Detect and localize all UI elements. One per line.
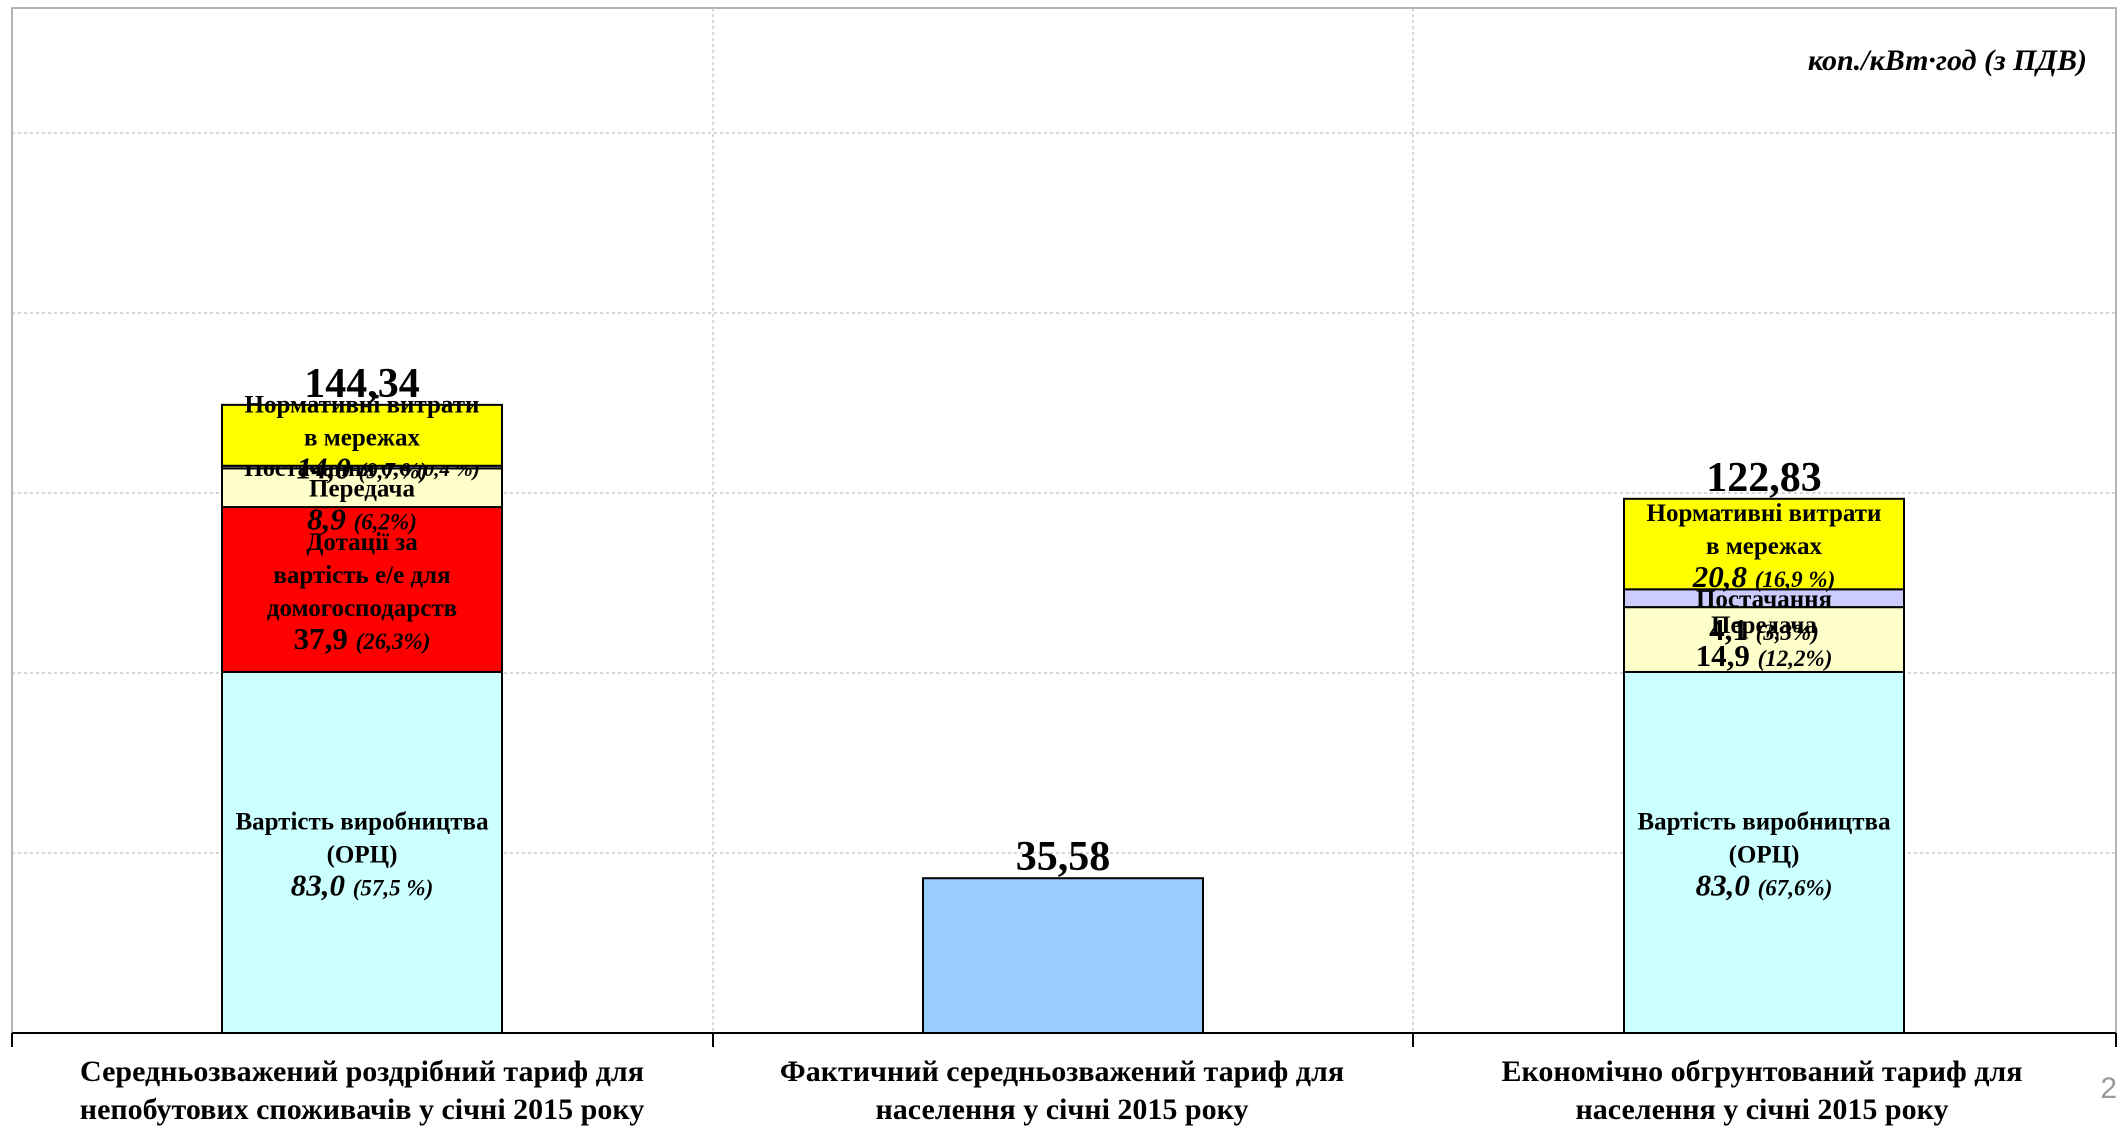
bar-2: 35,58 <box>922 834 1204 1034</box>
segment-label: домогосподарств <box>267 595 457 622</box>
bar-3: Вартість виробництва (ОРЦ)83,0 (67,6%) Пер… <box>1623 455 1905 1034</box>
segment-percent: (67,6%) <box>1758 875 1833 900</box>
segment-value-number: 20,8 <box>1692 559 1755 594</box>
bar-segment <box>221 403 503 467</box>
category-label-2-line-1: Фактичний середньозважений тариф для <box>779 1055 1345 1088</box>
segment-label: (ОРЦ) <box>1729 841 1800 868</box>
bar-segment <box>1623 606 1905 673</box>
category-dividers <box>11 8 2117 1047</box>
page-number: 2 <box>2100 1072 2117 1105</box>
bar-total-label: 35,58 <box>1016 834 1111 880</box>
segment-label: в мережах <box>1706 533 1823 560</box>
segment-value: 83,0 (57,5 %) <box>291 867 433 902</box>
segment-label: Вартість виробництва <box>235 808 489 835</box>
segment-label: (ОРЦ) <box>327 841 398 868</box>
segment-percent: (6,2%) <box>354 510 417 535</box>
bar-segment <box>1623 497 1905 591</box>
segment-value: 4,1 (3,3%) <box>1709 612 1819 647</box>
bar-1: Вартість виробництва (ОРЦ)83,0 (57,5 %) До… <box>221 361 503 1034</box>
segment-value: 83,0 (67,6%) <box>1696 867 1833 902</box>
category-label-2: Фактичний середньозважений тариф для нас… <box>742 1053 1382 1129</box>
segment-label: вартість е/е для <box>273 562 450 589</box>
segment-percent: (3,3%) <box>1756 620 1819 645</box>
category-label-2-line-2: населення у січні 2015 року <box>875 1093 1249 1126</box>
segment-value-number: 14,9 <box>1696 638 1758 673</box>
segment-value: 14,9 (12,2%) <box>1696 638 1833 673</box>
segment-percent: (16,9 %) <box>1755 567 1835 592</box>
segment-percent: (57,5 %) <box>353 875 433 900</box>
segment-value: 14,0 (9,7 %) <box>297 450 428 485</box>
segment-value-number: 8,9 <box>307 502 354 537</box>
bar-segment <box>221 467 503 509</box>
segment-value-number: 83,0 <box>1696 867 1758 902</box>
bar-segment <box>922 877 1204 1034</box>
segment-value-number: 14,0 <box>297 450 359 485</box>
segment-label: Передача <box>309 476 415 503</box>
category-label-1: Середньозважений роздрібний тариф для не… <box>42 1053 682 1129</box>
bar-total-label: 122,83 <box>1706 455 1822 501</box>
segment-label: Дотації за <box>306 529 418 556</box>
bar-segment <box>221 506 503 673</box>
segment-label: Нормативні витрати <box>245 391 480 418</box>
bar-total-label: 144,34 <box>304 361 420 407</box>
segment-percent: (26,3%) <box>356 629 431 654</box>
unit-label: коп./кВт·год (з ПДВ) <box>1807 44 2087 77</box>
segment-label: Постачання <box>1696 586 1832 613</box>
segment-value: 37,9 (26,3%) <box>294 621 431 656</box>
bar-segment <box>221 670 503 1034</box>
segment-label: Нормативні витрати <box>1647 500 1882 527</box>
segment-value-number: 83,0 <box>291 867 353 902</box>
segment-label: Передача <box>1711 612 1817 639</box>
segment-label: в мережах <box>304 424 421 451</box>
bars: Вартість виробництва(ОРЦ)83,0 (57,5 %)До… <box>221 361 1905 1034</box>
category-label-1-line-1: Середньозважений роздрібний тариф для <box>80 1055 644 1088</box>
segment-value: 20,8 (16,9 %) <box>1692 559 1835 594</box>
segment-percent: (9,7 %) <box>359 458 428 483</box>
segment-value-number: 37,9 <box>294 621 356 656</box>
segment-value: 8,9 (6,2%) <box>307 502 417 537</box>
segment-percent: (12,2%) <box>1758 646 1833 671</box>
segment-value-number: 4,1 <box>1709 612 1756 647</box>
category-label-3: Економічно обгрунтований тариф для насел… <box>1442 1053 2082 1129</box>
category-label-3-line-1: Економічно обгрунтований тариф для <box>1501 1055 2023 1088</box>
segment-label: Вартість виробництва <box>1637 808 1891 835</box>
category-label-1-line-2: непобутових споживачів у січні 2015 року <box>79 1093 645 1126</box>
category-label-3-line-2: населення у січні 2015 року <box>1575 1093 1949 1126</box>
